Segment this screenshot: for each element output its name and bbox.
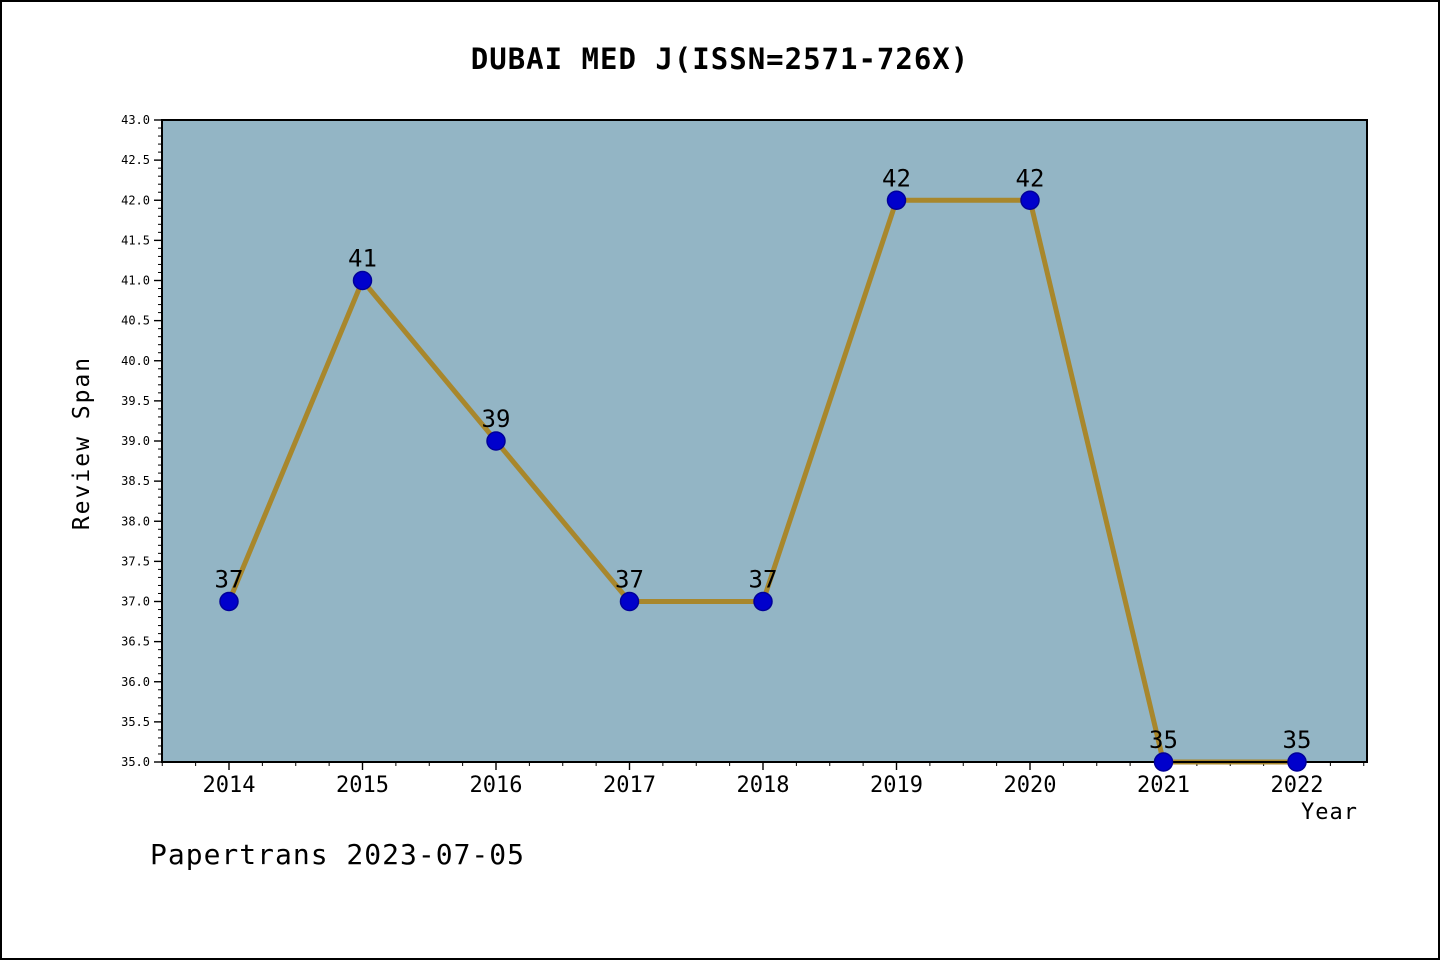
point-label-2020: 42 bbox=[1016, 164, 1045, 192]
y-tick-label: 41.0 bbox=[121, 274, 150, 288]
x-tick-label: 2022 bbox=[1271, 773, 1324, 798]
y-tick-label: 40.0 bbox=[121, 354, 150, 368]
data-point-2018 bbox=[753, 591, 773, 612]
point-label-2019: 42 bbox=[882, 164, 911, 192]
y-tick-label: 43.0 bbox=[121, 113, 150, 127]
point-label-2018: 37 bbox=[749, 566, 778, 594]
point-label-2021: 35 bbox=[1149, 726, 1178, 754]
x-tick-label: 2019 bbox=[870, 773, 923, 798]
x-tick-label: 2021 bbox=[1137, 773, 1190, 798]
point-label-2017: 37 bbox=[615, 566, 644, 594]
plot-area bbox=[162, 120, 1367, 762]
point-label-2014: 37 bbox=[215, 566, 244, 594]
plot-frame bbox=[161, 119, 1368, 763]
y-tick-label: 42.5 bbox=[121, 153, 150, 167]
y-tick-label: 38.0 bbox=[121, 514, 150, 528]
point-label-2015: 41 bbox=[348, 245, 377, 273]
data-point-2014 bbox=[219, 591, 239, 612]
data-point-2022 bbox=[1287, 752, 1307, 772]
x-tick-label: 2018 bbox=[737, 773, 790, 798]
point-label-2016: 39 bbox=[482, 405, 511, 433]
footer-watermark: Papertrans 2023-07-05 bbox=[150, 838, 526, 871]
y-tick-label: 36.5 bbox=[121, 635, 150, 649]
x-tick-label: 2020 bbox=[1004, 773, 1057, 798]
y-tick-label: 35.0 bbox=[121, 755, 150, 769]
data-point-2020 bbox=[1020, 190, 1040, 210]
y-tick-label: 37.5 bbox=[121, 554, 150, 568]
point-label-2022: 35 bbox=[1283, 726, 1312, 754]
y-tick-label: 39.5 bbox=[121, 394, 150, 408]
y-tick-label: 41.5 bbox=[121, 233, 150, 247]
data-point-2019 bbox=[886, 190, 907, 210]
x-tick-label: 2017 bbox=[603, 773, 656, 798]
y-tick-label: 36.0 bbox=[121, 675, 150, 689]
x-tick-label: 2014 bbox=[203, 773, 256, 798]
y-tick-label: 37.0 bbox=[121, 595, 150, 609]
x-axis-label: Year bbox=[1301, 800, 1358, 825]
data-point-2021 bbox=[1153, 752, 1174, 772]
y-tick-label: 40.5 bbox=[121, 314, 150, 328]
data-point-2015 bbox=[352, 270, 373, 291]
data-point-2016 bbox=[486, 431, 506, 451]
y-tick-label: 42.0 bbox=[121, 193, 150, 207]
data-point-2017 bbox=[619, 591, 640, 612]
y-axis-label: Review Span bbox=[69, 355, 95, 531]
x-tick-label: 2016 bbox=[470, 773, 523, 798]
y-tick-label: 35.5 bbox=[121, 715, 150, 729]
y-tick-label: 39.0 bbox=[121, 434, 150, 448]
x-tick-label: 2015 bbox=[336, 773, 389, 798]
y-tick-label: 38.5 bbox=[121, 474, 150, 488]
chart-title: DUBAI MED J(ISSN=2571-726X) bbox=[470, 42, 970, 76]
